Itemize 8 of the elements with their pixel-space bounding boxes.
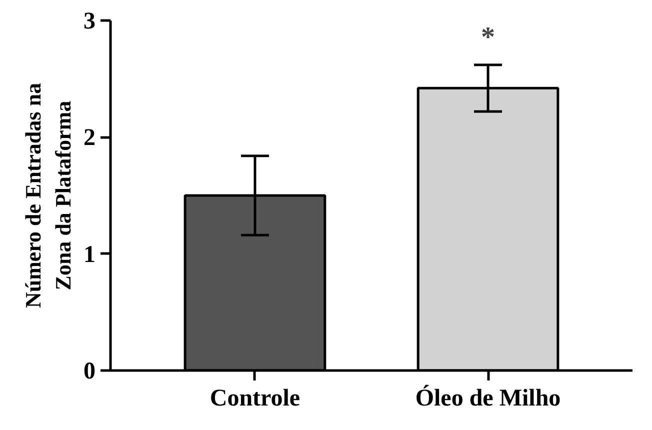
annotation: *: [481, 22, 496, 53]
y-tick-label: 0: [84, 358, 96, 384]
y-tick-label: 3: [84, 8, 96, 34]
x-tick-label: Óleo de Milho: [415, 384, 561, 412]
y-tick-label: 2: [84, 125, 96, 152]
y-tick-label: 1: [84, 242, 96, 268]
x-tick-label: Controle: [210, 386, 300, 412]
y-axis-title: Número de Entradas na Zona da Plataforma: [20, 82, 76, 308]
